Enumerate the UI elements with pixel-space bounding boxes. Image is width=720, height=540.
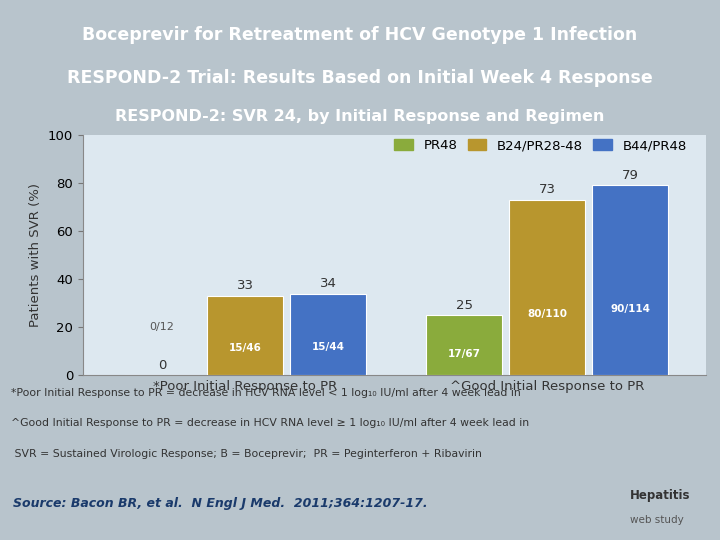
Text: RESPOND-2 Trial: Results Based on Initial Week 4 Response: RESPOND-2 Trial: Results Based on Initia… [67,69,653,87]
Bar [593,185,668,375]
Legend: PR48, B24/PR28-48, B44/PR48: PR48, B24/PR28-48, B44/PR48 [395,139,687,152]
Text: 90/114: 90/114 [610,304,650,314]
Text: 15/44: 15/44 [312,342,345,352]
Text: SVR = Sustained Virologic Response; B = Boceprevir;  PR = Peginterferon + Ribavi: SVR = Sustained Virologic Response; B = … [11,449,482,459]
Text: 0: 0 [158,359,166,372]
Bar [426,315,502,375]
Text: Boceprevir for Retreatment of HCV Genotype 1 Infection: Boceprevir for Retreatment of HCV Genoty… [82,26,638,44]
Text: ^Good Initial Response to PR = decrease in HCV RNA level ≥ 1 log₁₀ IU/ml after 4: ^Good Initial Response to PR = decrease … [11,418,529,428]
Bar [509,200,585,375]
Text: 33: 33 [237,279,253,292]
Text: 73: 73 [539,183,556,196]
Text: 80/110: 80/110 [527,309,567,319]
Text: 17/67: 17/67 [448,349,480,359]
Text: *Poor Initial Response to PR = decrease in HCV RNA level < 1 log₁₀ IU/ml after 4: *Poor Initial Response to PR = decrease … [11,388,521,397]
Y-axis label: Patients with SVR (%): Patients with SVR (%) [30,183,42,327]
Text: Source: Bacon BR, et al.  N Engl J Med.  2011;364:1207-17.: Source: Bacon BR, et al. N Engl J Med. 2… [13,497,428,510]
Text: RESPOND-2: SVR 24, by Initial Response and Regimen: RESPOND-2: SVR 24, by Initial Response a… [115,109,605,124]
Text: 25: 25 [456,299,472,312]
Text: 79: 79 [621,169,639,182]
Text: Hepatitis: Hepatitis [630,489,690,502]
Text: 0/12: 0/12 [150,322,174,332]
Text: web study: web study [630,515,684,525]
Bar [207,296,283,375]
Text: 34: 34 [320,277,336,290]
Text: 15/46: 15/46 [229,342,261,353]
Bar [290,294,366,375]
